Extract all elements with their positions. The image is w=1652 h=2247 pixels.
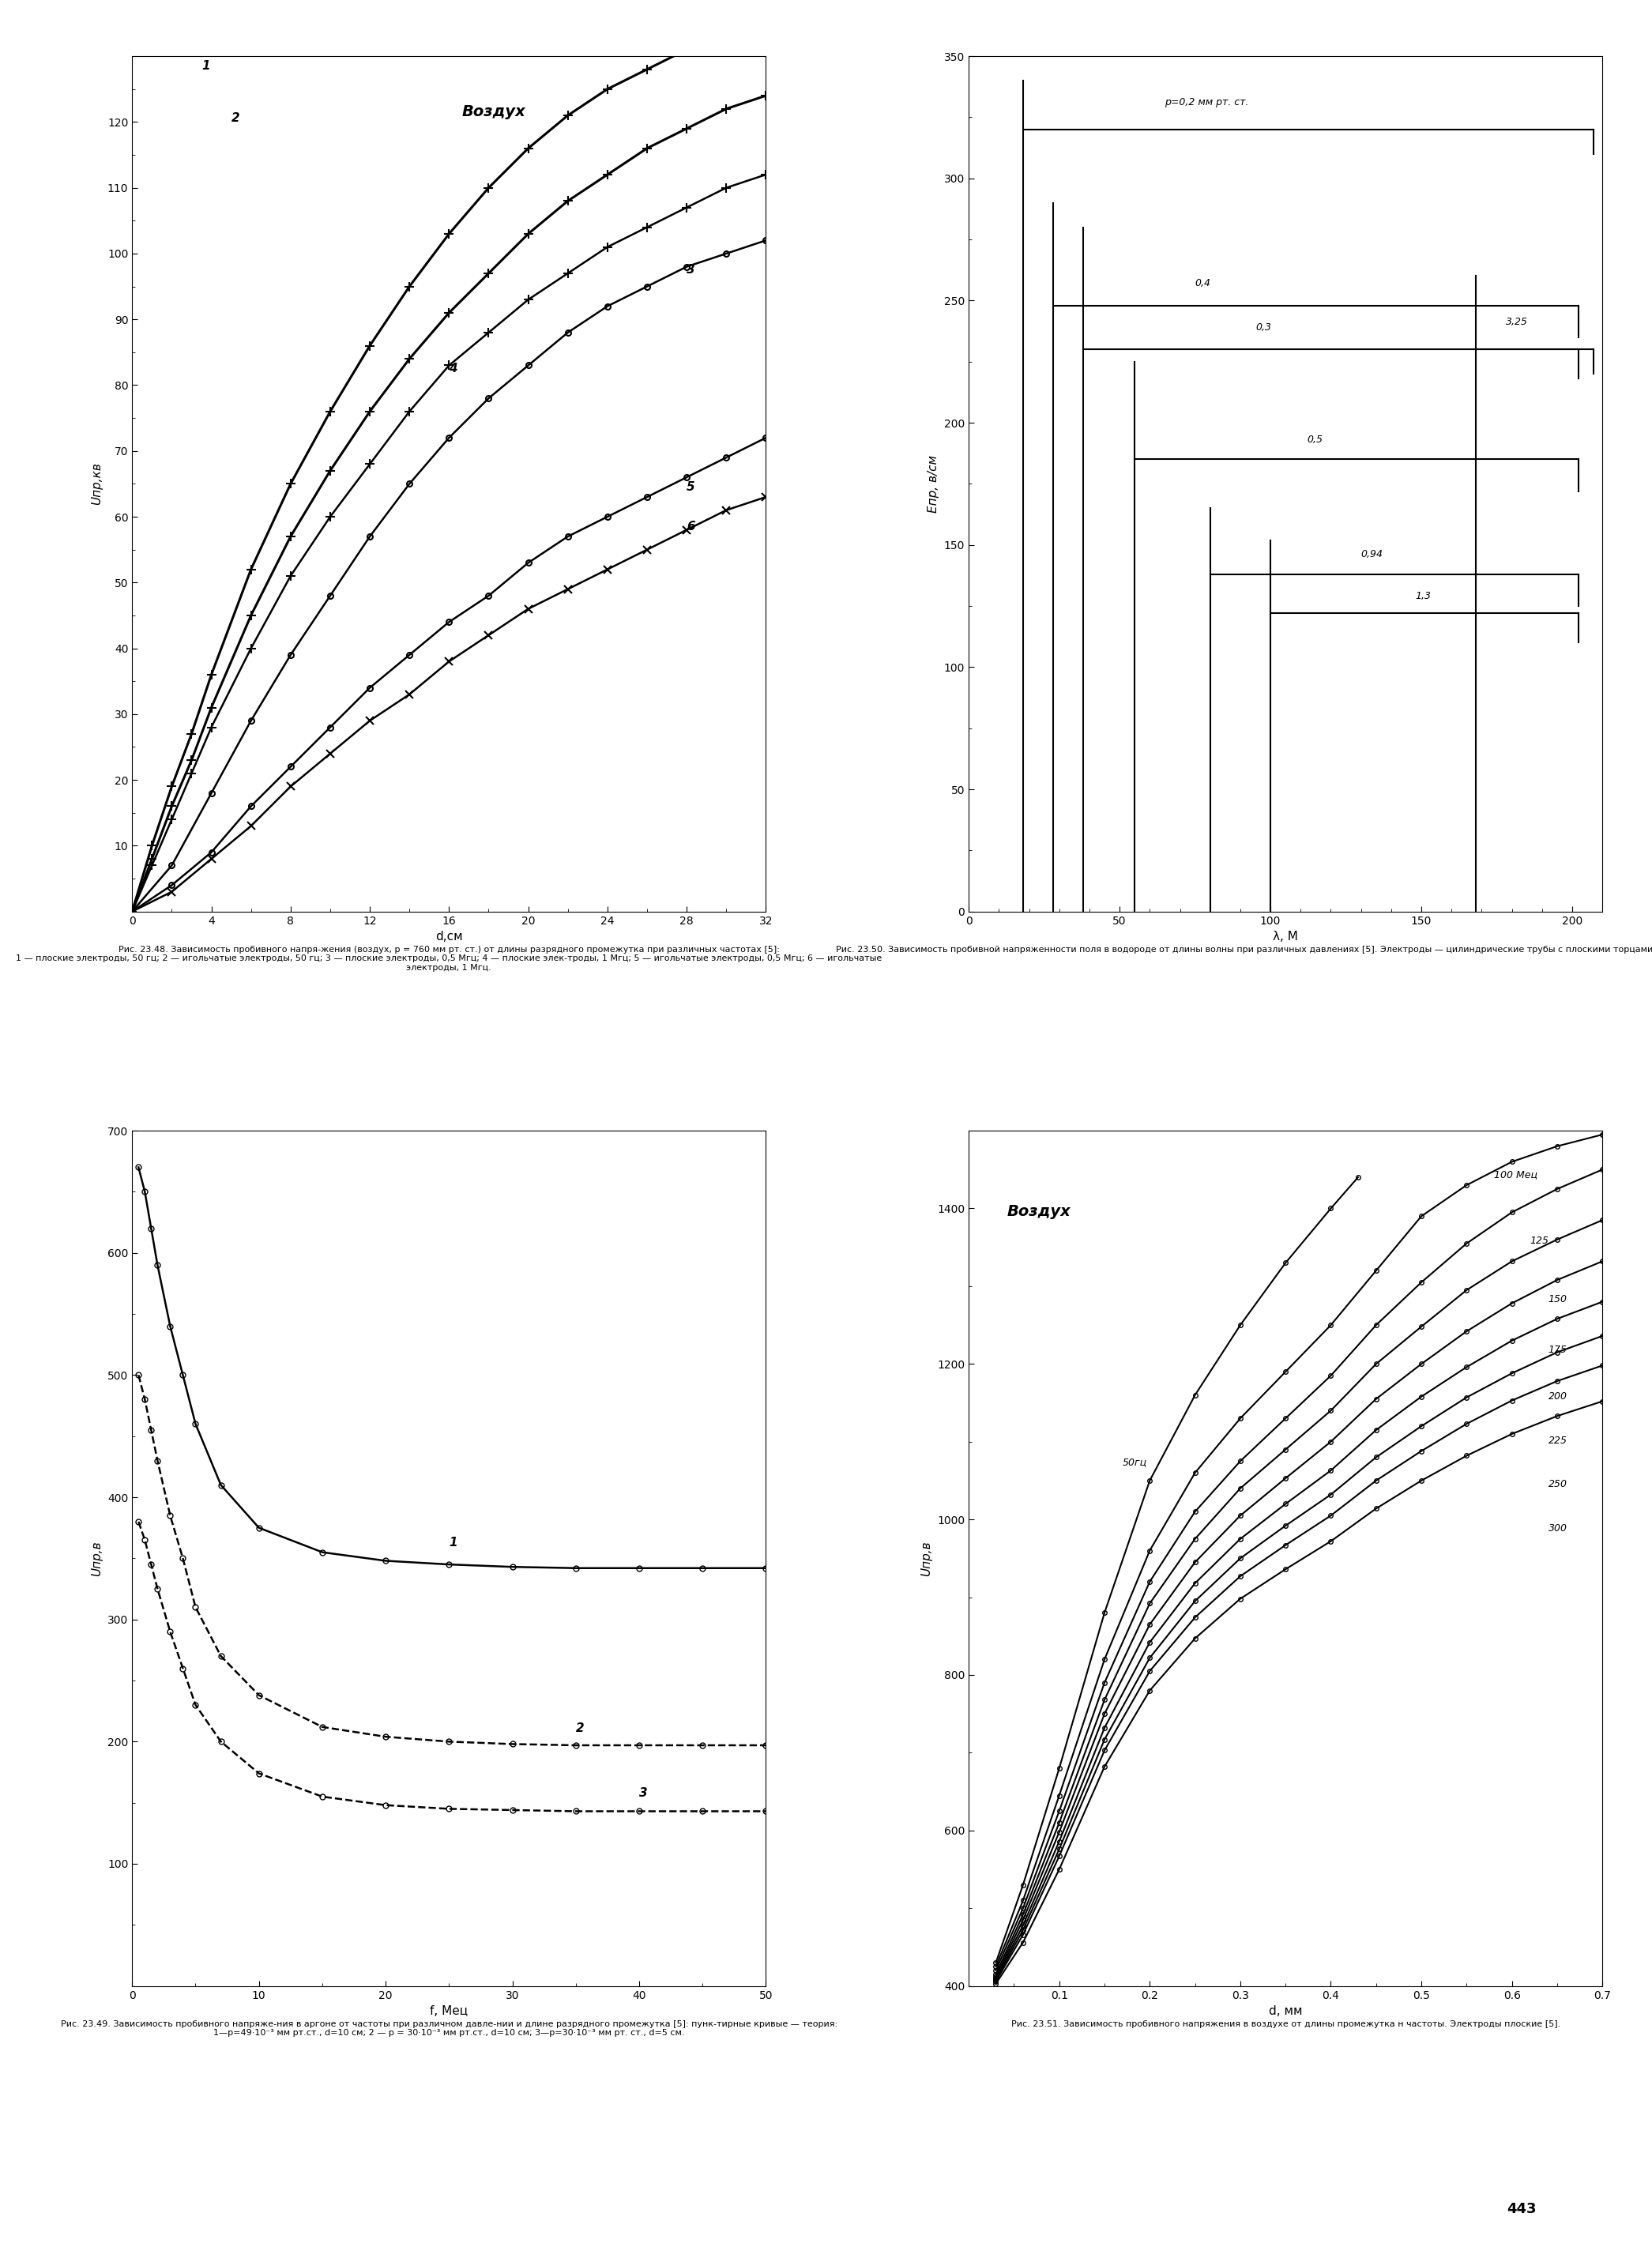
Text: 5: 5: [687, 481, 695, 492]
Text: p=0,2 мм рт. ст.: p=0,2 мм рт. ст.: [1165, 97, 1249, 108]
Text: 250: 250: [1548, 1479, 1568, 1490]
Text: 1,3: 1,3: [1416, 591, 1431, 600]
X-axis label: f, Мец: f, Мец: [430, 2004, 468, 2018]
Text: 3: 3: [639, 1786, 648, 1800]
Text: 2: 2: [577, 1723, 585, 1735]
Text: 300: 300: [1548, 1523, 1568, 1532]
Text: Воздух: Воздух: [1006, 1204, 1070, 1220]
Text: 443: 443: [1507, 2202, 1536, 2216]
Text: Рис. 23.49. Зависимость пробивного напряже-ния в аргоне от частоты при различном: Рис. 23.49. Зависимость пробивного напря…: [61, 2020, 838, 2038]
Text: 2: 2: [231, 112, 240, 124]
Y-axis label: Eпр, в/см: Eпр, в/см: [928, 454, 940, 512]
Text: 125: 125: [1530, 1236, 1550, 1245]
Y-axis label: Uпр,в: Uпр,в: [91, 1541, 102, 1575]
Text: 1: 1: [202, 61, 210, 72]
Text: 175: 175: [1548, 1344, 1568, 1355]
Text: 4: 4: [449, 362, 458, 375]
Y-axis label: Uпр,в: Uпр,в: [920, 1541, 933, 1575]
Text: 0,5: 0,5: [1307, 434, 1323, 445]
Text: Рис. 23.51. Зависимость пробивного напряжения в воздухе от длины промежутка н ча: Рис. 23.51. Зависимость пробивного напря…: [1011, 2020, 1559, 2027]
Text: 225: 225: [1548, 1436, 1568, 1445]
Text: 6: 6: [687, 521, 695, 533]
Text: Рис. 23.50. Зависимость пробивной напряженности поля в водороде от длины волны п: Рис. 23.50. Зависимость пробивной напряж…: [836, 946, 1652, 953]
Y-axis label: Uпр,кв: Uпр,кв: [91, 463, 102, 506]
Text: 3,25: 3,25: [1507, 317, 1528, 328]
Text: 200: 200: [1548, 1391, 1568, 1402]
X-axis label: λ, М: λ, М: [1274, 930, 1298, 944]
Text: 100 Мец: 100 Мец: [1493, 1168, 1538, 1180]
Text: 3: 3: [687, 263, 695, 276]
Text: 150: 150: [1548, 1294, 1568, 1303]
Text: 0,3: 0,3: [1256, 321, 1270, 333]
X-axis label: d, мм: d, мм: [1269, 2004, 1302, 2018]
Text: Рис. 23.48. Зависимость пробивного напря-жения (воздух, р = 760 мм рт. ст.) от д: Рис. 23.48. Зависимость пробивного напря…: [17, 946, 882, 971]
Text: 50гц: 50гц: [1123, 1456, 1146, 1467]
Text: 0,94: 0,94: [1361, 548, 1383, 560]
Text: 0,4: 0,4: [1194, 279, 1211, 288]
X-axis label: d,см: d,см: [436, 930, 463, 944]
Text: 1: 1: [449, 1537, 458, 1548]
Text: Воздух: Воздух: [461, 103, 525, 119]
